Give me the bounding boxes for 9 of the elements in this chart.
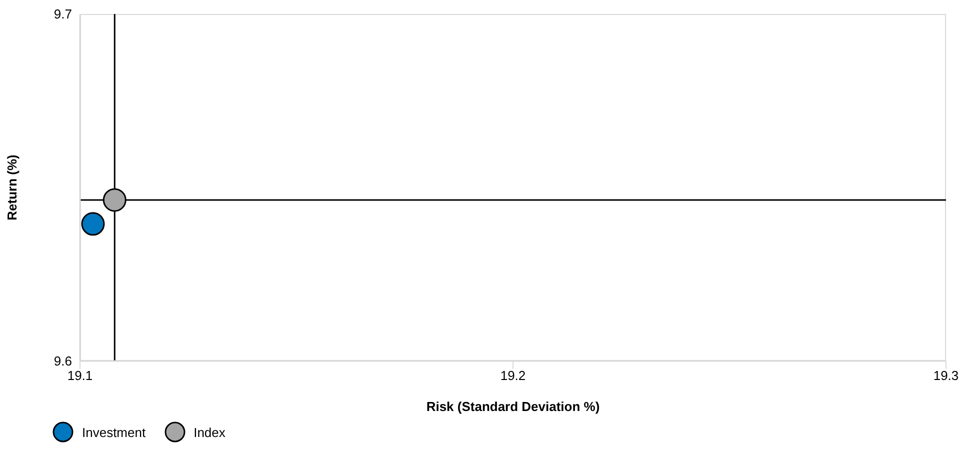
x-tick-label: 19.2 [500, 368, 526, 384]
x-axis-title: Risk (Standard Deviation %) [426, 399, 600, 414]
legend-label: Investment [82, 424, 146, 440]
x-tick-label: 19.3 [933, 368, 959, 384]
x-tick-label: 19.1 [67, 368, 93, 384]
y-tick-label: 9.6 [54, 354, 72, 369]
legend-label: Index [194, 424, 226, 440]
y-axis-title: Return (%) [4, 154, 20, 220]
y-tick-label: 9.7 [54, 6, 72, 22]
